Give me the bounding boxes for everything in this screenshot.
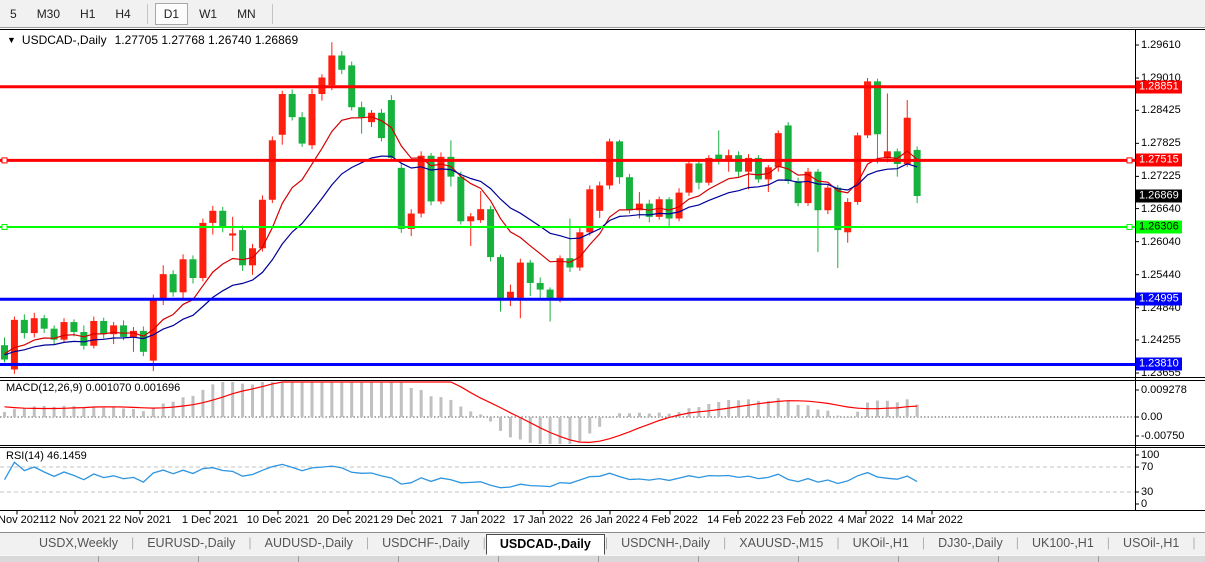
tab-separator: |	[723, 536, 727, 550]
status-strip	[0, 555, 1205, 562]
status-section-divider	[598, 556, 599, 562]
tab-separator: |	[604, 536, 609, 550]
ma-slow-line	[4, 155, 918, 356]
tab-ukoil-h1[interactable]: UKOil-,H1	[852, 536, 909, 550]
tab-separator: |	[130, 536, 135, 550]
tab-separator: |	[1015, 536, 1019, 550]
tab-usdcnh-daily[interactable]: USDCNH-,Daily	[621, 536, 711, 550]
timeframe-button-5[interactable]: 5	[10, 6, 17, 21]
timeframe-button-H1[interactable]: H1	[80, 6, 96, 21]
status-section-divider	[498, 556, 499, 562]
line-handle[interactable]	[1, 157, 8, 164]
symbol-tab-bar: USDX,Weekly | EURUSD-,Daily | AUDUSD-,Daily |…	[0, 532, 1205, 555]
status-section-divider	[898, 556, 899, 562]
tab-separator: |	[1106, 536, 1111, 550]
axis-tick-marks	[16, 44, 1139, 515]
macd-histogram	[3, 382, 919, 444]
tab-eurusd-daily[interactable]: EURUSD-,Daily	[147, 536, 236, 550]
timeframe-button-W1[interactable]: W1	[199, 6, 218, 21]
status-section-divider	[1098, 556, 1099, 562]
timeframe-button-H4[interactable]: H4	[115, 6, 131, 21]
tab-separator: |	[365, 536, 370, 550]
line-handle[interactable]	[1126, 157, 1133, 164]
status-section-divider	[798, 556, 799, 562]
tab-dj30-daily[interactable]: DJ30-,Daily	[938, 536, 1003, 550]
status-section-divider	[998, 556, 999, 562]
line-handle[interactable]	[1126, 223, 1133, 230]
tab-hk50-daily[interactable]: HK50-,Daily	[1196, 533, 1205, 555]
tab-usdchf-daily[interactable]: USDCHF-,Daily	[382, 536, 470, 550]
panel-borders	[0, 29, 1205, 511]
toolbar-separator	[271, 3, 273, 24]
tab-separator: |	[248, 536, 252, 550]
timeframe-button-D1[interactable]: D1	[154, 2, 189, 25]
tab-separator: |	[836, 536, 840, 550]
tab-usdcad-daily[interactable]: USDCAD-,Daily	[485, 534, 605, 555]
status-section-divider	[98, 556, 99, 562]
macd-signal-line	[4, 381, 918, 444]
status-section-divider	[298, 556, 299, 562]
status-section-divider	[198, 556, 199, 562]
timeframe-toolbar: 5 M30 H1 H4 D1 W1 MN	[0, 0, 1205, 28]
tab-usoil-h1[interactable]: USOil-,H1	[1123, 536, 1180, 550]
candles-layer	[1, 42, 921, 374]
tab-xauusd-m15[interactable]: XAUUSD-,M15	[739, 536, 824, 550]
rsi-line	[3, 461, 918, 489]
tab-audusd-daily[interactable]: AUDUSD-,Daily	[264, 536, 353, 550]
tab-uk100-h1[interactable]: UK100-,H1	[1031, 536, 1094, 550]
tab-usdx-weekly[interactable]: USDX,Weekly	[39, 536, 118, 550]
status-section-divider	[398, 556, 399, 562]
status-section-divider	[698, 556, 699, 562]
ma-fast-line	[4, 116, 918, 355]
timeframe-button-M30[interactable]: M30	[36, 6, 61, 21]
tab-separator: |	[1192, 536, 1196, 550]
timeframe-button-MN[interactable]: MN	[237, 6, 256, 21]
toolbar-separator	[146, 3, 148, 24]
line-handle[interactable]	[1, 223, 8, 230]
tab-separator: |	[482, 536, 486, 550]
tab-separator: |	[921, 536, 926, 550]
